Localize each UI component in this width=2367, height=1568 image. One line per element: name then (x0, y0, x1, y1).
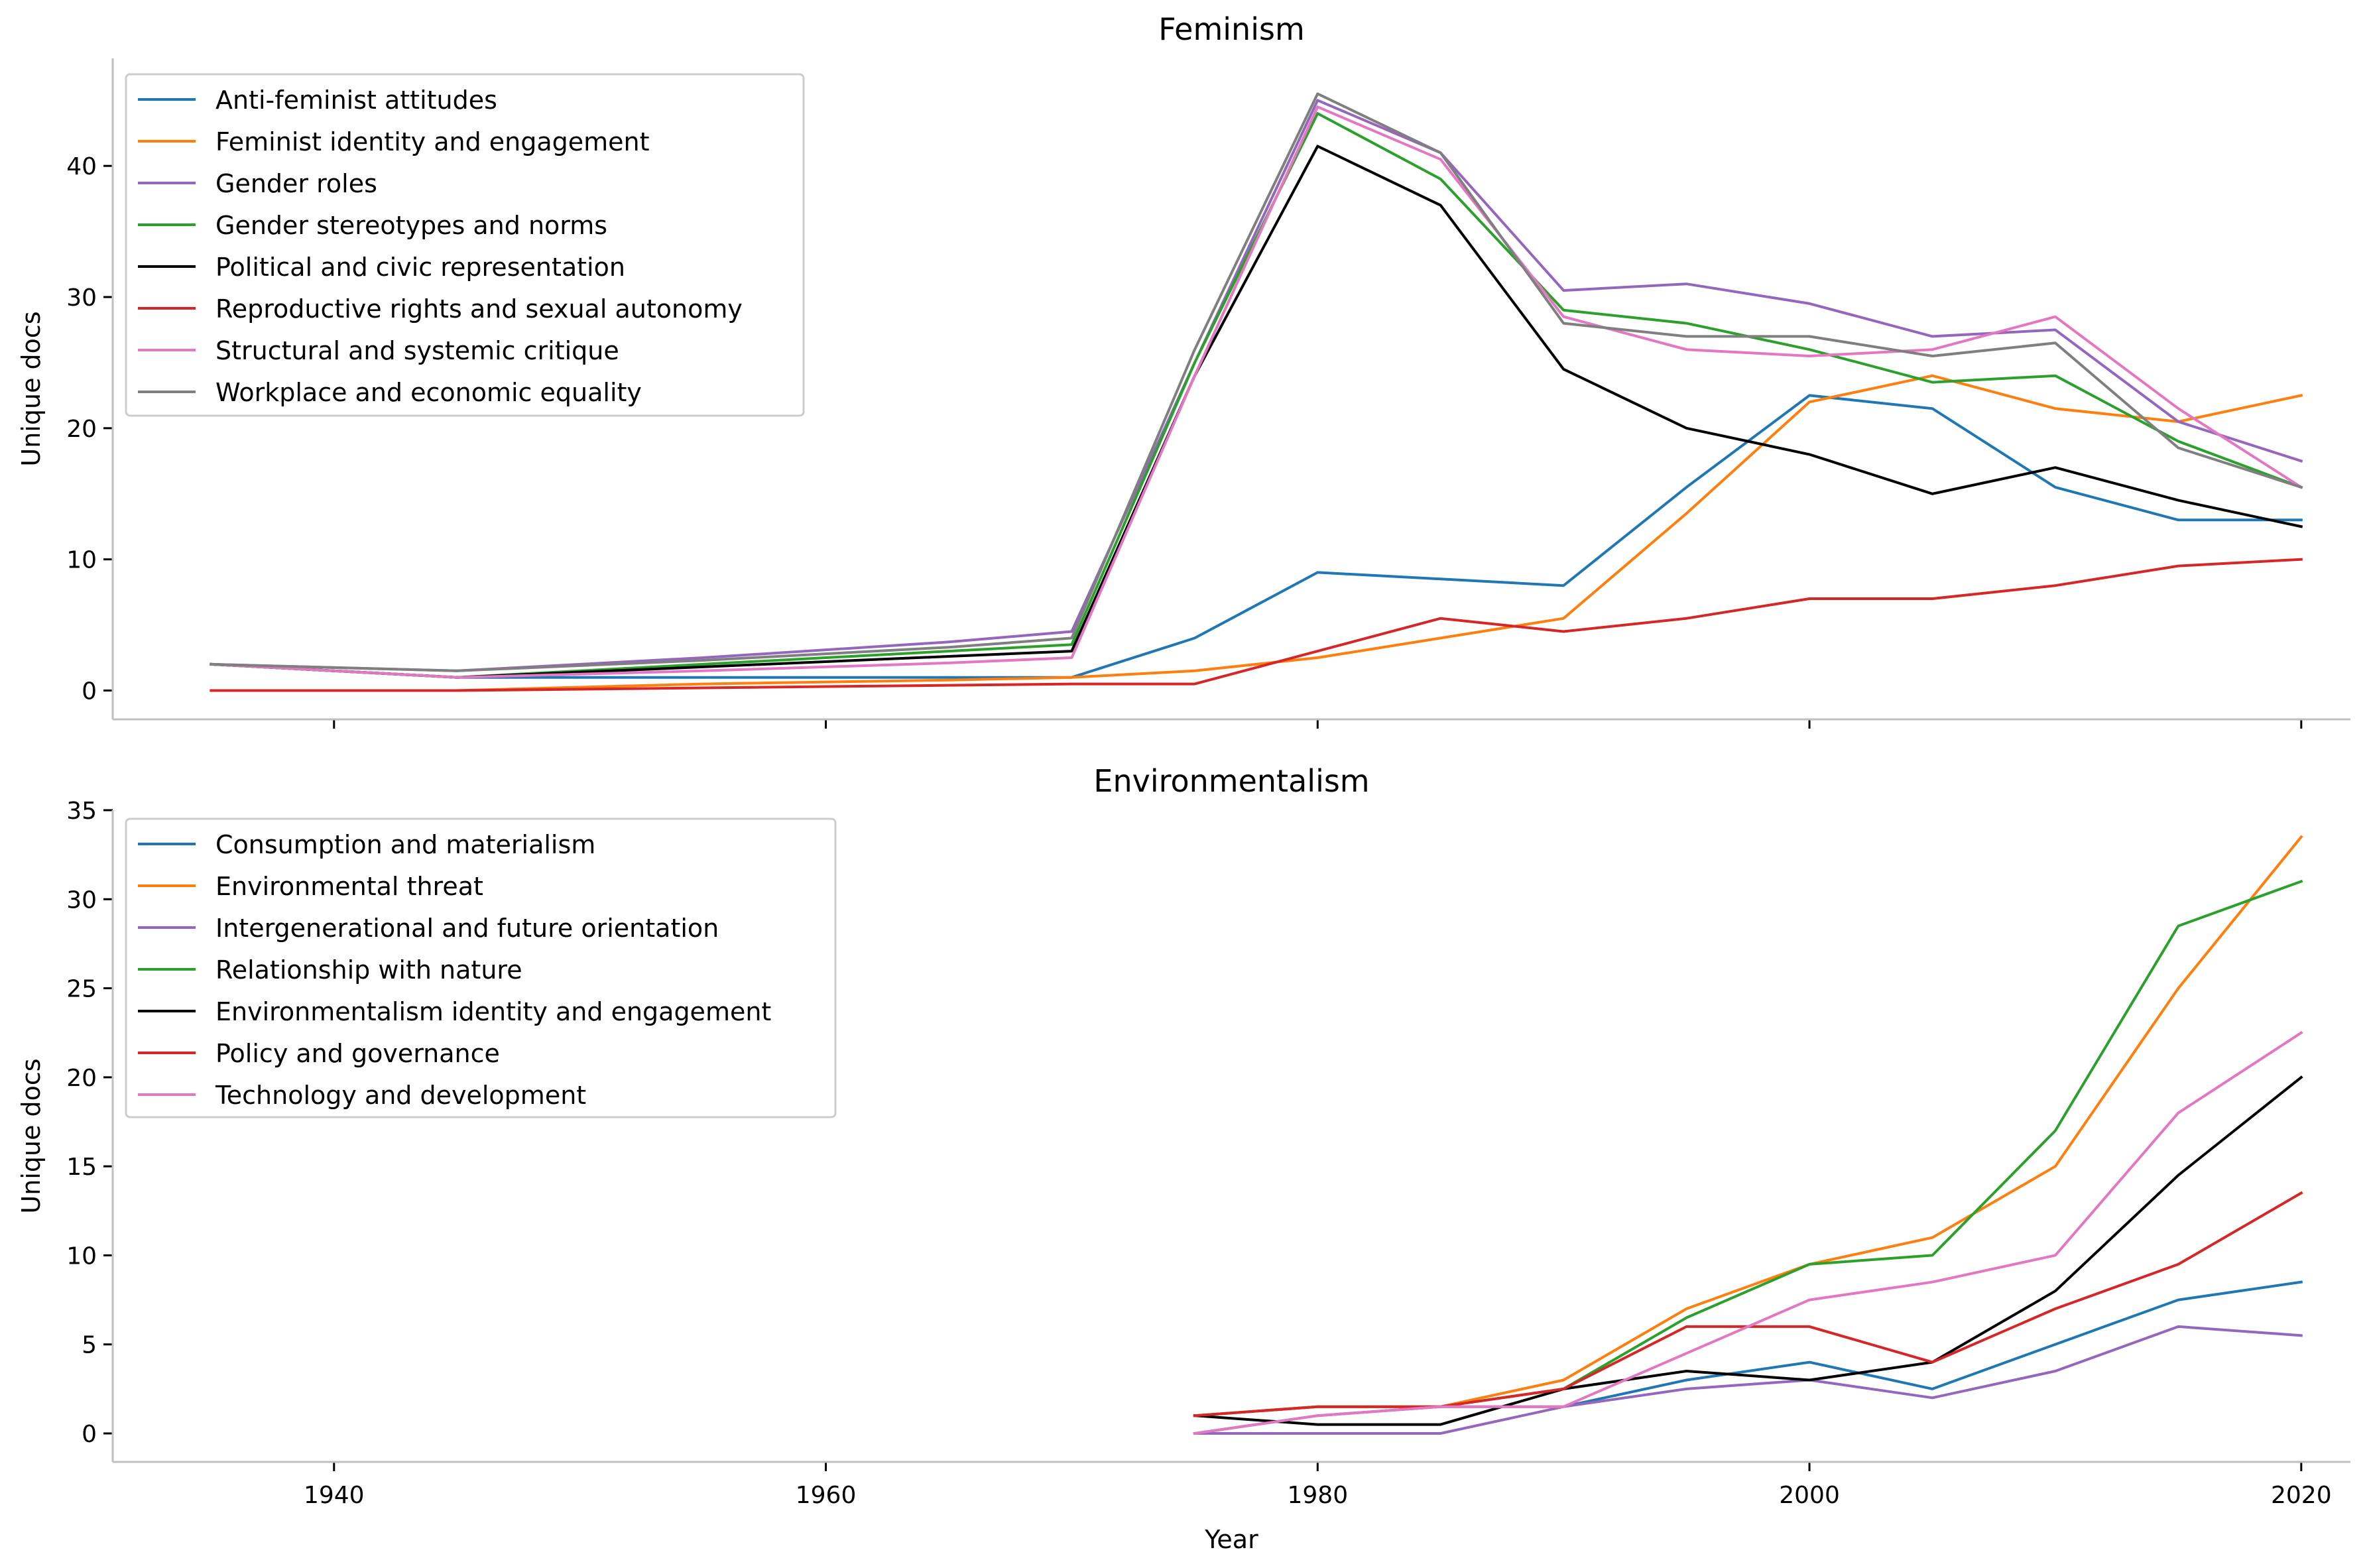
legend-label-policy-and-governance: Policy and governance (215, 1039, 500, 1068)
feminism-ytick-label: 30 (66, 284, 97, 312)
series-line-reproductive-rights-and-sexual-autonomy (210, 558, 2303, 692)
feminism-legend: Anti-feminist attitudes Feminist identity… (125, 73, 805, 417)
feminism-title: Feminism (1158, 11, 1305, 47)
legend-label-gender-stereotypes-and-norms: Gender stereotypes and norms (215, 211, 607, 240)
legend-label-political-and-civic-representation: Political and civic representation (215, 253, 625, 282)
legend-label-workplace-and-economic-equality: Workplace and economic equality (215, 378, 642, 407)
environmentalism-ytick-label: 15 (66, 1154, 97, 1181)
environmentalism-ytick-label: 30 (66, 886, 97, 914)
series-line-technology-and-development (1193, 1030, 2303, 1435)
x-axis-label: Year (1204, 1525, 1258, 1554)
environmentalism-ylabel: Unique docs (17, 1058, 46, 1213)
environmentalism-ytick-label: 5 (82, 1332, 97, 1359)
feminism-ylabel: Unique docs (17, 311, 46, 466)
environmentalism-xtick-label: 2020 (2271, 1482, 2332, 1509)
environmentalism-legend: Consumption and materialism Environmental… (125, 817, 837, 1118)
legend-label-environmental-threat: Environmental threat (215, 872, 483, 901)
environmentalism-ytick-label: 25 (66, 976, 97, 1003)
environmentalism-xtick-label: 1980 (1287, 1482, 1348, 1509)
legend-label-relationship-with-nature: Relationship with nature (215, 955, 522, 985)
environmentalism-series (1193, 835, 2303, 1435)
legend-label-structural-and-systemic-critique: Structural and systemic critique (215, 336, 619, 365)
environmentalism-ytick-label: 20 (66, 1065, 97, 1092)
series-line-workplace-and-economic-equality (210, 92, 2303, 672)
environmentalism-ytick-label: 10 (66, 1242, 97, 1270)
environmentalism-title: Environmentalism (1093, 763, 1369, 799)
series-line-anti-feminist-attitudes (210, 394, 2303, 679)
feminism-ytick-label: 40 (66, 153, 97, 180)
series-line-feminist-identity-and-engagement (210, 374, 2303, 692)
series-line-political-and-civic-representation (210, 145, 2303, 679)
environmentalism-ticks: 0 5 10 15 20 25 30 35 1940 1960 1980 2000 2020 (66, 798, 2331, 1509)
environmentalism-ytick-label: 35 (66, 798, 97, 825)
legend-label-intergenerational-and-future-orientation: Intergenerational and future orientation (215, 914, 719, 943)
legend-label-technology-and-development: Technology and development (215, 1081, 586, 1110)
environmentalism-xtick-label: 2000 (1779, 1482, 1840, 1509)
legend-label-anti-feminist-attitudes: Anti-feminist attitudes (215, 86, 497, 115)
legend-label-environmentalism-identity-and-engagement: Environmentalism identity and engagement (215, 997, 771, 1026)
legend-label-gender-roles: Gender roles (215, 169, 377, 198)
feminism-ytick-label: 10 (66, 547, 97, 574)
feminism-ticks: 0 10 20 30 40 (66, 153, 2303, 729)
environmentalism-ytick-label: 0 (82, 1421, 97, 1448)
legend-label-feminist-identity-and-engagement: Feminist identity and engagement (215, 127, 650, 156)
feminism-series (210, 92, 2303, 692)
legend-label-consumption-and-materialism: Consumption and materialism (215, 830, 595, 859)
series-line-structural-and-systemic-critique (210, 105, 2303, 679)
environmentalism-panel: Environmentalism Unique docs Year 0 5 10 15… (17, 763, 2350, 1554)
series-line-intergenerational-and-future-orientation (1193, 1325, 2303, 1435)
feminism-ytick-label: 20 (66, 416, 97, 443)
feminism-ytick-label: 0 (82, 678, 97, 705)
feminism-panel: Feminism Unique docs 0 10 20 30 40 Anti-femi… (17, 11, 2350, 729)
series-line-environmentalism-identity-and-engagement (1193, 1075, 2303, 1426)
environmentalism-legend-box (125, 817, 837, 1118)
environmentalism-xtick-label: 1940 (304, 1482, 365, 1509)
environmentalism-xtick-label: 1960 (796, 1482, 857, 1509)
legend-label-reproductive-rights-and-sexual-autonomy: Reproductive rights and sexual autonomy (215, 294, 743, 324)
feminism-legend-box (125, 73, 805, 417)
series-line-gender-stereotypes-and-norms (210, 112, 2303, 679)
